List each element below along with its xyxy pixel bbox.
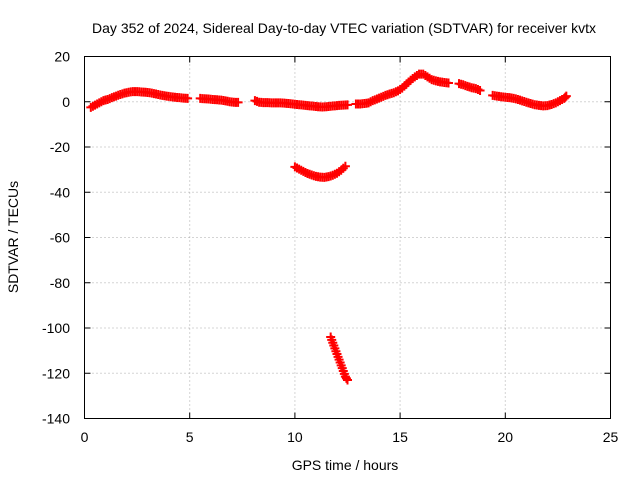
x-tick-labels: 0 5 10 15 20 25	[81, 429, 619, 445]
data-point	[343, 100, 352, 110]
x-tick-label: 10	[287, 429, 303, 445]
grid	[84, 56, 611, 419]
y-tick-label: -120	[42, 365, 70, 381]
series-segment-3	[250, 96, 352, 112]
y-tick-label: -20	[50, 139, 70, 155]
series-segment-6	[454, 79, 485, 95]
y-tick-label: -80	[50, 275, 70, 291]
x-tick-label: 15	[392, 429, 408, 445]
x-tick-label: 25	[603, 429, 619, 445]
data-point	[343, 375, 352, 385]
y-axis-title: SDTVAR / TECUs	[5, 181, 21, 293]
data-point	[561, 91, 571, 101]
axis-ticks	[84, 56, 611, 419]
y-tick-label: -140	[42, 411, 70, 427]
series-segment-4	[290, 161, 350, 182]
x-tick-label: 20	[498, 429, 514, 445]
chart-title: Day 352 of 2024, Sidereal Day-to-day VTE…	[92, 20, 596, 36]
data-point	[475, 85, 485, 95]
series-segment-2	[195, 93, 243, 107]
data-point	[340, 161, 350, 171]
x-axis-title: GPS time / hours	[292, 457, 399, 473]
data-point	[560, 92, 570, 102]
data-point	[183, 93, 193, 103]
series-segment-5	[351, 69, 453, 109]
y-tick-label: -40	[50, 184, 70, 200]
series-segment-1	[86, 87, 193, 112]
x-tick-label: 0	[81, 429, 89, 445]
y-tick-label: 20	[54, 49, 70, 65]
plot-frame	[84, 56, 611, 419]
series-segment-7	[488, 90, 571, 111]
data-point	[341, 373, 351, 383]
data-point	[233, 97, 243, 107]
series-segment-8	[326, 332, 352, 385]
y-tick-label: 0	[62, 94, 70, 110]
y-tick-label: -60	[50, 230, 70, 246]
x-tick-label: 5	[186, 429, 194, 445]
data-points	[86, 69, 571, 385]
y-tick-label: -100	[42, 320, 70, 336]
data-point	[443, 78, 453, 88]
y-tick-labels: 20 0 -20 -40 -60 -80 -100 -120 -140	[42, 49, 70, 427]
